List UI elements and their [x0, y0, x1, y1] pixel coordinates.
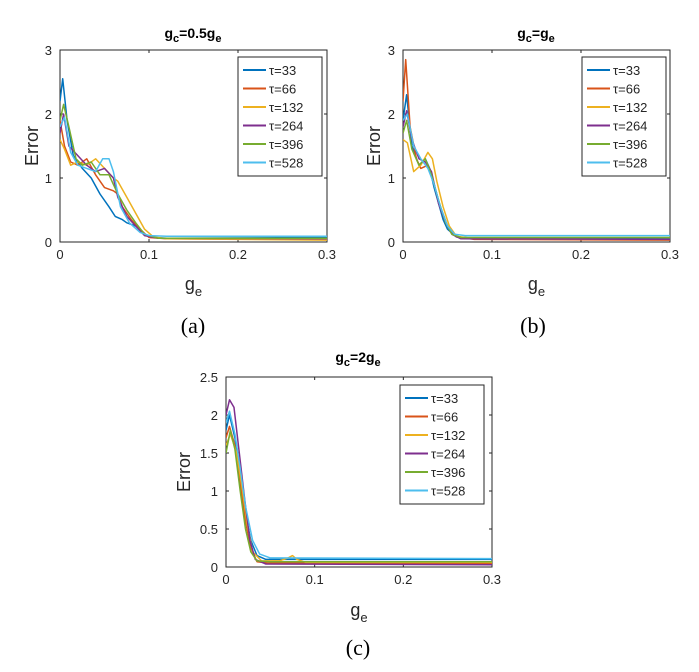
legend-entry: τ=396 — [613, 137, 647, 152]
legend-entry: τ=528 — [431, 484, 465, 499]
y-tick-label: 1 — [211, 484, 218, 499]
x-tick-label: 0.3 — [483, 572, 501, 587]
legend-box — [581, 56, 667, 177]
y-axis-label: Error — [364, 126, 384, 166]
y-tick-label: 2 — [45, 107, 52, 122]
x-tick-label: 0.1 — [306, 572, 324, 587]
y-tick-label: 1.5 — [200, 446, 218, 461]
legend-entry: τ=528 — [269, 156, 303, 171]
series-line-5 — [403, 119, 670, 239]
panel-label: (a) — [181, 313, 205, 338]
y-tick-label: 2 — [211, 408, 218, 423]
legend-entry: τ=66 — [613, 82, 640, 97]
x-tick-label: 0.1 — [483, 247, 501, 262]
y-tick-label: 1 — [45, 171, 52, 186]
legend-entry: τ=132 — [431, 428, 465, 443]
series-line-5 — [226, 429, 492, 563]
x-tick-label: 0.2 — [229, 247, 247, 262]
x-tick-label: 0.2 — [572, 247, 590, 262]
y-tick-label: 2.5 — [200, 370, 218, 385]
x-tick-label: 0 — [222, 572, 229, 587]
y-tick-label: 2 — [388, 107, 395, 122]
x-tick-label: 0.3 — [661, 247, 679, 262]
legend-entry: τ=66 — [269, 82, 296, 97]
x-axis-label: ge — [528, 274, 545, 299]
chart-panel-3: 0 0.1 0.2 0.3 0 0.5 1 1.5 2 2.5 gc=2ge ge Error τ=33 τ… — [174, 349, 501, 660]
y-tick-label: 1 — [388, 171, 395, 186]
y-tick-label: 0.5 — [200, 522, 218, 537]
y-axis-label: Error — [22, 126, 42, 166]
panel-label: (b) — [520, 313, 546, 338]
chart-panel-1: 0 0.1 0.2 0.3 0 1 2 3 gc=0.5ge ge Error τ=33 τ=66 τ=1… — [22, 25, 336, 338]
y-axis-label: Error — [174, 452, 194, 492]
legend-entry: τ=396 — [431, 465, 465, 480]
y-tick-label: 0 — [388, 235, 395, 250]
legend-entry: τ=264 — [613, 119, 647, 134]
legend-entry: τ=132 — [613, 100, 647, 115]
chart-panel-2: 0 0.1 0.2 0.3 0 1 2 3 gc=ge ge Error τ=33 τ=66 τ=132 τ… — [364, 25, 679, 338]
x-axis-label: ge — [185, 274, 202, 299]
legend-entry: τ=33 — [613, 63, 640, 78]
legend-entry: τ=528 — [613, 156, 647, 171]
chart-title: gc=ge — [517, 25, 555, 45]
legend-entry: τ=33 — [269, 63, 296, 78]
series-line-6 — [60, 116, 327, 237]
y-tick-label: 0 — [211, 560, 218, 575]
x-tick-label: 0.1 — [140, 247, 158, 262]
legend-entry: τ=33 — [431, 391, 458, 406]
panel-label: (c) — [346, 635, 370, 660]
legend-entry: τ=132 — [269, 100, 303, 115]
legend-box — [399, 384, 485, 505]
legend-entry: τ=264 — [269, 119, 303, 134]
x-tick-label: 0.3 — [318, 247, 336, 262]
y-tick-label: 0 — [45, 235, 52, 250]
y-tick-label: 3 — [388, 43, 395, 58]
legend-entry: τ=396 — [269, 137, 303, 152]
x-tick-label: 0 — [56, 247, 63, 262]
legend-entry: τ=66 — [431, 410, 458, 425]
series-line-5 — [60, 103, 327, 239]
series-line-6 — [403, 113, 670, 237]
x-tick-label: 0.2 — [394, 572, 412, 587]
chart-title: gc=2ge — [335, 349, 380, 369]
y-tick-label: 3 — [45, 43, 52, 58]
x-axis-label: ge — [350, 600, 367, 625]
chart-title: gc=0.5ge — [164, 25, 221, 45]
legend-box — [237, 56, 323, 177]
legend-entry: τ=264 — [431, 447, 465, 462]
x-tick-label: 0 — [399, 247, 406, 262]
series-line-6 — [226, 410, 492, 560]
